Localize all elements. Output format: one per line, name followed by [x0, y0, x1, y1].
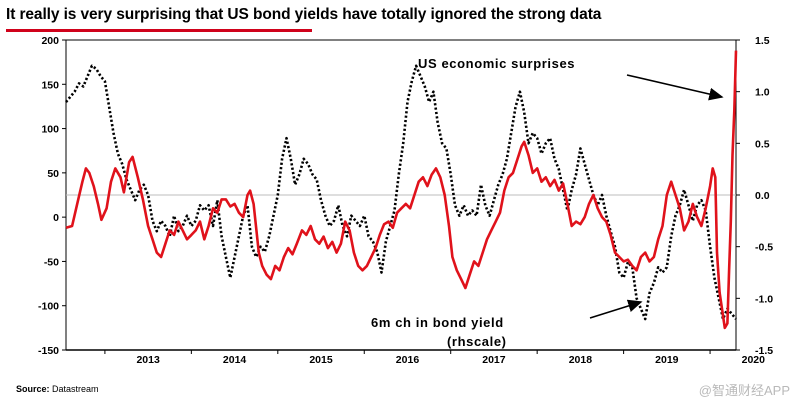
series-layer	[64, 50, 738, 330]
x-tick-label: 2017	[482, 354, 506, 366]
title-underline	[6, 29, 312, 32]
left-tick-label: 100	[41, 124, 59, 136]
x-tick-label: 2014	[223, 354, 247, 366]
page-title: It really is very surprising that US bon…	[6, 6, 602, 23]
watermark: @智通财经APP	[698, 383, 790, 398]
right-tick-label: -1.5	[755, 345, 773, 357]
source-note: Source: Datastream	[16, 384, 99, 394]
left-tick-label: 50	[47, 168, 59, 180]
right-y-axis: 1.5 1.0 0.5 0.0 -0.5 -1.0 -1.5	[736, 35, 773, 357]
x-tick-label: 2015	[309, 354, 333, 366]
x-tick-label: 2019	[655, 354, 679, 366]
series-line-economic-surprises	[65, 50, 738, 330]
annotation-rhscale: (rhscale)	[447, 334, 507, 349]
left-tick-label: -50	[44, 256, 59, 268]
annotation-bond-yield: 6m ch in bond yield	[371, 315, 504, 330]
source-label: Source:	[16, 384, 50, 394]
right-tick-label: 1.0	[755, 87, 770, 99]
annotation-arrow-bond-yield	[589, 299, 643, 319]
x-tick-label: 2020	[742, 354, 766, 366]
left-tick-label: 0	[53, 212, 59, 224]
left-tick-label: 200	[41, 35, 59, 47]
left-tick-label: -150	[38, 345, 59, 357]
left-tick-label: 150	[41, 79, 59, 91]
left-tick-label: -100	[38, 301, 59, 313]
annotation-economic-surprises: US economic surprises	[418, 56, 575, 71]
x-tick-label: 2018	[569, 354, 593, 366]
right-tick-label: 1.5	[755, 35, 770, 47]
right-tick-label: 0.0	[755, 190, 770, 202]
right-tick-label: 0.5	[755, 138, 770, 150]
annotation-arrow-surprises	[626, 74, 724, 101]
x-tick-label: 2013	[136, 354, 160, 366]
right-tick-label: -1.0	[755, 293, 773, 305]
left-y-axis: 200 150 100 50 0 -50 -100 -150	[38, 35, 66, 357]
right-tick-label: -0.5	[755, 242, 773, 254]
source-value: Datastream	[52, 384, 99, 394]
x-axis: 2013 2014 2015 2016 2017 2018 2019 2020	[104, 350, 766, 366]
x-tick-label: 2016	[396, 354, 420, 366]
series-line-bond-yield	[64, 64, 738, 321]
